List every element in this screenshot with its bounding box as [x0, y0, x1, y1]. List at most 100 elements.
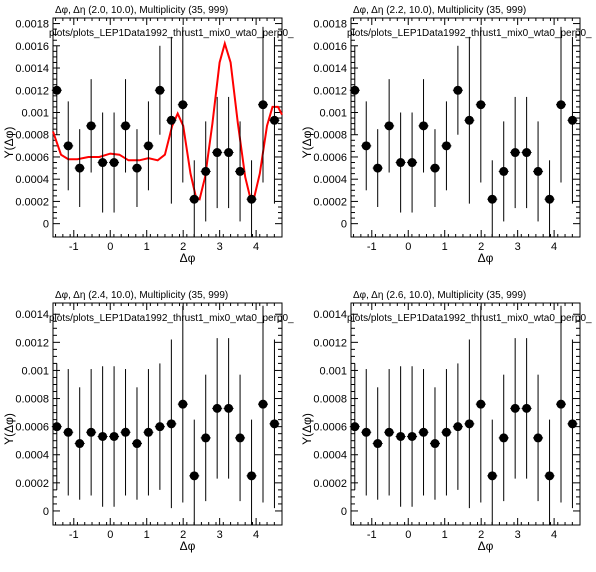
data-point: [98, 158, 108, 168]
x-tick-label: 0: [405, 529, 411, 541]
y-tick-label: 0.0016: [313, 41, 347, 53]
data-point: [522, 148, 532, 158]
y-tick-label: 0.0016: [15, 41, 49, 53]
y-axis-label: Y(Δφ): [2, 413, 16, 445]
data-point: [52, 422, 62, 432]
x-tick-label: 1: [442, 529, 448, 541]
chart-panel-4: Δφ, Δη (2.6, 10.0), Multiplicity (35, 99…: [300, 290, 592, 553]
x-tick-label: 4: [253, 529, 259, 541]
data-point: [109, 431, 119, 441]
y-tick-label: 0.001: [319, 365, 347, 377]
data-point: [63, 141, 73, 151]
data-point: [419, 121, 429, 131]
y-tick-label: 0.0004: [313, 174, 347, 186]
data-point: [430, 439, 440, 449]
chart-subtitle: plots/plots_LEP1Data1992_thrust1_mix0_wt…: [347, 313, 592, 324]
data-point: [121, 427, 131, 437]
y-tick-label: 0.001: [21, 365, 49, 377]
y-tick-label: 0.0008: [15, 130, 49, 142]
data-point: [396, 431, 406, 441]
data-point: [464, 115, 474, 125]
x-tick-label: 2: [180, 241, 186, 253]
data-point: [235, 166, 245, 176]
y-tick-label: 0.0002: [15, 478, 49, 490]
chart-subtitle: plots/plots_LEP1Data1992_thrust1_mix0_wt…: [49, 313, 294, 324]
data-point: [373, 439, 383, 449]
data-point: [499, 166, 509, 176]
plot-frame: [350, 17, 581, 238]
data-point: [189, 194, 199, 204]
chart-panel-3: Δφ, Δη (2.4, 10.0), Multiplicity (35, 99…: [2, 290, 294, 553]
data-point: [98, 431, 108, 441]
data-point: [510, 148, 520, 158]
data-point: [75, 163, 85, 173]
y-tick-label: 0.0018: [15, 19, 49, 31]
data-point: [247, 194, 257, 204]
y-tick-label: 0.0004: [313, 450, 347, 462]
x-axis-label: Δφ: [478, 251, 494, 265]
y-tick-label: 0.0012: [15, 85, 49, 97]
data-point: [132, 163, 142, 173]
data-point: [476, 399, 486, 409]
chart-panel-2: Δφ, Δη (2.2, 10.0), Multiplicity (35, 99…: [300, 5, 592, 265]
x-tick-label: 3: [217, 241, 223, 253]
data-point: [212, 403, 222, 413]
x-tick-label: 2: [478, 241, 484, 253]
data-point: [212, 148, 222, 158]
y-tick-label: 0.0004: [15, 450, 49, 462]
data-point: [224, 403, 234, 413]
data-point: [247, 471, 257, 481]
data-point: [166, 419, 176, 429]
data-point: [201, 166, 211, 176]
data-point: [373, 163, 383, 173]
data-point: [109, 158, 119, 168]
x-tick-label: -1: [69, 529, 79, 541]
y-tick-label: 0.0014: [15, 309, 49, 321]
data-point: [533, 166, 543, 176]
y-tick-label: 0.0018: [313, 19, 347, 31]
chart-subtitle: plots/plots_LEP1Data1992_thrust1_mix0_wt…: [347, 28, 592, 39]
y-tick-label: 0: [341, 506, 347, 518]
data-point: [430, 163, 440, 173]
x-axis-label: Δφ: [180, 251, 196, 265]
data-point: [556, 399, 566, 409]
data-point: [499, 433, 509, 443]
x-tick-label: -1: [367, 241, 377, 253]
data-point: [522, 403, 532, 413]
y-axis-label: Y(Δφ): [300, 127, 314, 159]
x-tick-label: 0: [107, 241, 113, 253]
y-tick-label: 0.0002: [313, 196, 347, 208]
data-point: [143, 427, 153, 437]
x-tick-label: 1: [144, 529, 150, 541]
data-point: [419, 427, 429, 437]
y-tick-label: 0.0012: [15, 337, 49, 349]
data-point: [178, 100, 188, 110]
x-tick-label: 4: [551, 241, 557, 253]
x-tick-label: 3: [515, 529, 521, 541]
data-point: [75, 439, 85, 449]
data-point: [235, 433, 245, 443]
data-point: [545, 471, 555, 481]
data-point: [556, 100, 566, 110]
data-point: [384, 427, 394, 437]
x-tick-label: -1: [367, 529, 377, 541]
plot-frame: [52, 17, 283, 238]
x-tick-label: 4: [253, 241, 259, 253]
data-point: [567, 115, 577, 125]
chart-title: Δφ, Δη (2.6, 10.0), Multiplicity (35, 99…: [353, 290, 526, 301]
x-tick-label: 2: [478, 529, 484, 541]
y-tick-label: 0.0002: [15, 196, 49, 208]
data-point: [545, 194, 555, 204]
chart-title: Δφ, Δη (2.0, 10.0), Multiplicity (35, 99…: [55, 5, 228, 16]
x-tick-label: 2: [180, 529, 186, 541]
data-point: [52, 85, 62, 95]
plot-frame: [350, 302, 581, 526]
data-point: [224, 148, 234, 158]
data-point: [132, 439, 142, 449]
data-point: [86, 121, 96, 131]
chart-title: Δφ, Δη (2.4, 10.0), Multiplicity (35, 99…: [55, 290, 228, 301]
data-point: [441, 427, 451, 437]
y-tick-label: 0.0006: [15, 422, 49, 434]
x-tick-label: 4: [551, 529, 557, 541]
y-tick-label: 0: [43, 219, 49, 231]
